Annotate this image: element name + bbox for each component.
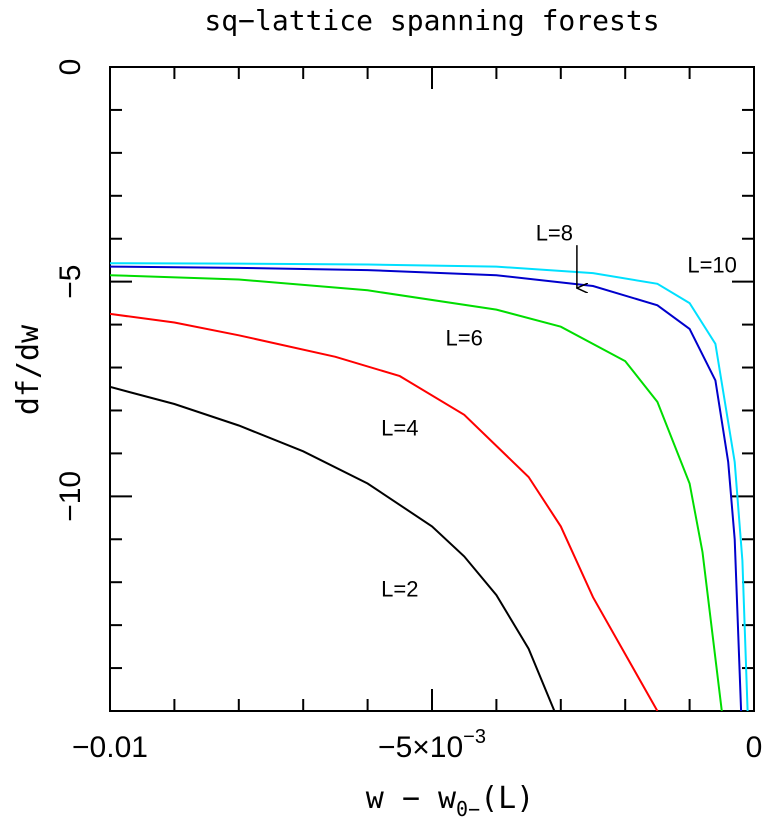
series-label-l-10: L=10 <box>687 252 737 277</box>
x-tick-label: −5×10−3 <box>378 726 486 764</box>
x-tick-label: −0.01 <box>72 731 148 764</box>
x-axis-label: w − w0−(L) <box>366 781 535 821</box>
series-line-l-4 <box>110 312 659 711</box>
y-tick-label: −10 <box>54 471 87 522</box>
x-tick-label: 0 <box>746 731 763 764</box>
chart-title: sq−lattice spanning forests <box>204 4 659 37</box>
x-axis-label-sub: 0− <box>456 797 480 821</box>
series-line-l-8 <box>110 265 743 711</box>
series-line-l-6 <box>110 274 723 711</box>
series-lines <box>110 262 749 711</box>
x-axis-label-main: w − w <box>366 781 457 816</box>
series-label-l-6: L=6 <box>446 325 483 350</box>
x-axis-label-tail: (L) <box>480 781 534 816</box>
series-labels: L=2 L=4 L=6 L=8 L=10 <box>381 220 737 601</box>
series-label-l-2: L=2 <box>381 577 418 602</box>
series-label-l-4: L=4 <box>381 416 418 441</box>
minor-ticks <box>109 66 755 711</box>
y-tick-labels: 0 −5 −10 <box>54 59 87 522</box>
x-tick-labels: −0.01 −5×10−3 0 <box>72 726 762 764</box>
series-line-l-10 <box>110 262 749 711</box>
series-line-l-2 <box>110 385 556 711</box>
y-tick-label: −5 <box>54 265 87 299</box>
series-label-l-8: L=8 <box>536 220 573 245</box>
plot-frame <box>109 66 755 712</box>
y-axis-label: df/dw <box>11 324 46 415</box>
y-tick-label: 0 <box>54 59 87 76</box>
